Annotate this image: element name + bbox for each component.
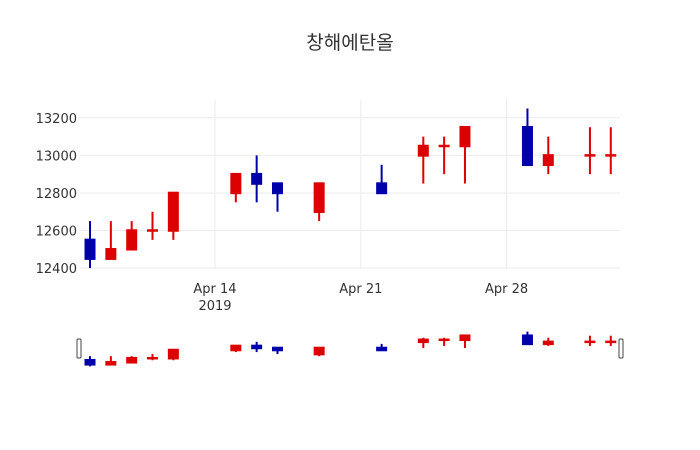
x-tick-label: Apr 28	[485, 282, 528, 297]
candle	[605, 127, 617, 175]
y-axis: 12400 12600 12800 13000 13200	[36, 112, 77, 277]
range-slider-handle-right[interactable]	[618, 338, 624, 359]
candle	[271, 182, 283, 212]
candle	[313, 182, 325, 222]
candle	[84, 356, 96, 367]
candle	[542, 136, 554, 175]
y-tick-label: 12600	[36, 225, 77, 240]
candle	[126, 356, 138, 364]
candle	[438, 136, 450, 175]
y-tick-label: 12400	[36, 262, 77, 277]
candle	[84, 221, 96, 269]
candle	[126, 221, 138, 251]
candle	[376, 164, 388, 195]
candle	[230, 172, 242, 203]
candle	[438, 337, 450, 346]
x-tick-year: 2019	[198, 299, 231, 314]
candle	[271, 346, 283, 355]
chart-title: 창해에탄올	[306, 32, 394, 54]
candle	[417, 337, 429, 348]
candle	[521, 108, 533, 167]
range-slider-handle-left[interactable]	[76, 338, 82, 359]
y-tick-label: 12800	[36, 187, 77, 202]
candle	[605, 335, 617, 346]
candle	[459, 334, 471, 348]
y-tick-label: 13200	[36, 112, 77, 127]
candle	[313, 346, 325, 357]
candle	[105, 221, 117, 260]
candle	[376, 343, 388, 352]
candle	[521, 331, 533, 346]
x-axis: Apr 14 2019 Apr 21 Apr 28	[193, 282, 528, 314]
x-tick-label: Apr 21	[339, 282, 382, 297]
candle	[147, 354, 159, 361]
gridlines	[80, 100, 620, 269]
candle	[542, 337, 554, 346]
candle	[251, 341, 263, 353]
candle	[251, 155, 263, 203]
candle	[417, 136, 429, 184]
candle	[167, 191, 179, 240]
candle	[167, 348, 179, 361]
candle	[230, 344, 242, 353]
range-slider[interactable]	[76, 331, 624, 367]
candle	[459, 125, 471, 184]
x-tick-label: Apr 14	[193, 282, 236, 297]
candle	[584, 335, 596, 346]
candle	[584, 127, 596, 175]
y-tick-label: 13000	[36, 149, 77, 164]
candles	[84, 108, 617, 269]
candle	[147, 211, 159, 240]
candle	[105, 356, 117, 366]
